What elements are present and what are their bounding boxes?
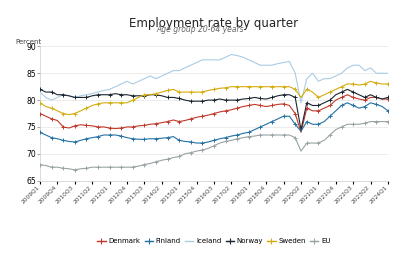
Legend: Denmark, Finland, Iceland, Norway, Sweden, EU: Denmark, Finland, Iceland, Norway, Swede… <box>94 235 334 247</box>
Title: Employment rate by quarter: Employment rate by quarter <box>130 17 298 30</box>
Text: Age group 20-64 years: Age group 20-64 years <box>156 25 244 34</box>
Text: Percent: Percent <box>16 39 42 45</box>
